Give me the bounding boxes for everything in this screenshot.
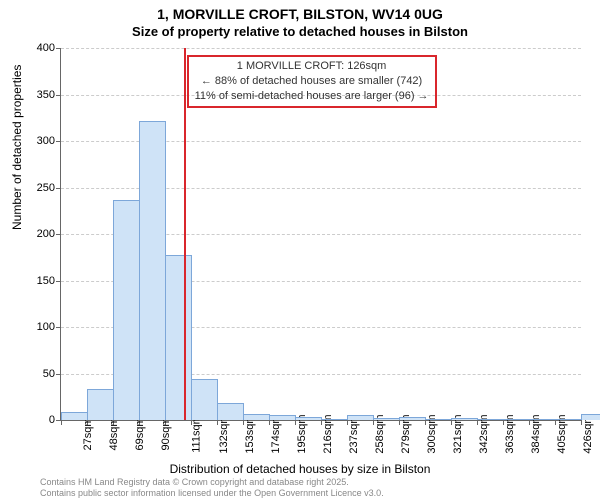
xtick-label: 279sqm xyxy=(400,414,412,453)
xtick-label: 48sqm xyxy=(108,417,120,450)
ytick-label: 200 xyxy=(15,228,55,240)
xtick-label: 363sqm xyxy=(504,414,516,453)
annotation-line3: 11% of semi-detached houses are larger (… xyxy=(195,89,429,104)
histogram-bar xyxy=(139,121,166,420)
ytick-mark xyxy=(56,327,61,328)
chart-title-sub: Size of property relative to detached ho… xyxy=(0,24,600,39)
gridline-h xyxy=(61,48,581,49)
xtick-label: 90sqm xyxy=(160,417,172,450)
ytick-label: 100 xyxy=(15,321,55,333)
ytick-mark xyxy=(56,141,61,142)
annotation-box: 1 MORVILLE CROFT: 126sqm← 88% of detache… xyxy=(187,55,437,108)
xtick-label: 69sqm xyxy=(134,417,146,450)
ytick-mark xyxy=(56,374,61,375)
footer-attribution: Contains HM Land Registry data © Crown c… xyxy=(40,477,384,498)
histogram-bar xyxy=(399,417,426,420)
xtick-label: 405sqm xyxy=(556,414,568,453)
histogram-bar xyxy=(451,418,478,420)
ytick-mark xyxy=(56,188,61,189)
histogram-bar xyxy=(347,415,374,420)
chart-title-main: 1, MORVILLE CROFT, BILSTON, WV14 0UG xyxy=(0,6,600,22)
ytick-label: 250 xyxy=(15,182,55,194)
ytick-label: 300 xyxy=(15,135,55,147)
xtick-label: 174sqm xyxy=(270,414,282,453)
histogram-bar xyxy=(425,419,452,420)
xtick-label: 342sqm xyxy=(478,414,490,453)
xtick-label: 153sqm xyxy=(244,414,256,453)
marker-line xyxy=(184,48,186,420)
xtick-label: 111sqm xyxy=(191,415,203,453)
xtick-label: 300sqm xyxy=(426,414,438,453)
ytick-mark xyxy=(56,48,61,49)
histogram-bar xyxy=(581,414,600,420)
annotation-line1: 1 MORVILLE CROFT: 126sqm xyxy=(195,59,429,74)
histogram-bar xyxy=(373,418,400,420)
xtick-label: 132sqm xyxy=(218,414,230,453)
ytick-label: 50 xyxy=(15,368,55,380)
histogram-bar xyxy=(529,419,556,420)
xtick-label: 216sqm xyxy=(322,414,334,453)
xtick-label: 27sqm xyxy=(82,417,94,450)
ytick-label: 400 xyxy=(15,42,55,54)
ytick-mark xyxy=(56,95,61,96)
chart-container: 1, MORVILLE CROFT, BILSTON, WV14 0UG Siz… xyxy=(0,0,600,500)
xtick-mark xyxy=(61,420,62,425)
histogram-bar xyxy=(217,403,244,420)
histogram-bar xyxy=(321,419,348,420)
xtick-label: 195sqm xyxy=(296,414,308,453)
ytick-mark xyxy=(56,234,61,235)
xtick-label: 321sqm xyxy=(452,414,464,453)
xtick-label: 426sqm xyxy=(582,414,594,453)
x-axis-label: Distribution of detached houses by size … xyxy=(0,462,600,476)
histogram-bar xyxy=(243,414,270,420)
histogram-bar xyxy=(503,419,530,420)
ytick-label: 350 xyxy=(15,89,55,101)
annotation-line2: ← 88% of detached houses are smaller (74… xyxy=(195,74,429,89)
histogram-bar xyxy=(87,389,114,420)
histogram-bar xyxy=(269,415,296,420)
histogram-bar xyxy=(191,379,218,420)
ytick-label: 0 xyxy=(15,414,55,426)
ytick-mark xyxy=(56,281,61,282)
xtick-label: 237sqm xyxy=(348,414,360,453)
xtick-label: 258sqm xyxy=(374,414,386,453)
xtick-label: 384sqm xyxy=(530,414,542,453)
histogram-bar xyxy=(113,200,140,420)
histogram-bar xyxy=(555,419,582,420)
footer-line2: Contains public sector information licen… xyxy=(40,488,384,498)
ytick-label: 150 xyxy=(15,275,55,287)
histogram-bar xyxy=(477,419,504,420)
histogram-bar xyxy=(61,412,88,420)
footer-line1: Contains HM Land Registry data © Crown c… xyxy=(40,477,384,487)
histogram-bar xyxy=(295,417,322,420)
histogram-bar xyxy=(165,255,192,420)
